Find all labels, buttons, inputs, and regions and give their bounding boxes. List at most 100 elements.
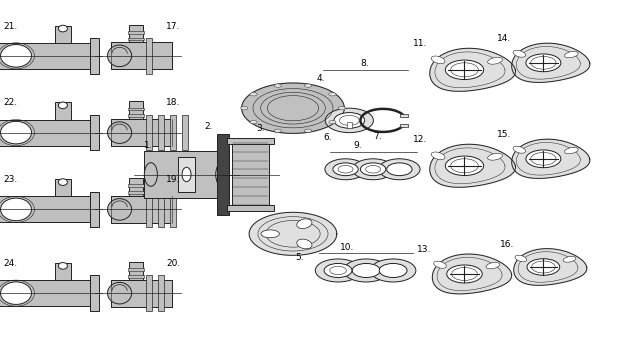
Ellipse shape [297, 219, 312, 229]
Ellipse shape [445, 156, 484, 176]
Ellipse shape [58, 262, 68, 269]
Text: 10.: 10. [341, 243, 354, 252]
Ellipse shape [261, 230, 279, 238]
Text: 5.: 5. [295, 253, 304, 262]
Ellipse shape [108, 199, 131, 220]
Ellipse shape [108, 122, 131, 143]
Ellipse shape [526, 150, 561, 168]
Bar [111, 42, 172, 69]
Ellipse shape [324, 263, 352, 277]
Text: 6.: 6. [323, 133, 332, 142]
Bar [128, 114, 143, 117]
Ellipse shape [240, 106, 248, 110]
Ellipse shape [304, 84, 312, 87]
Bar [232, 138, 269, 211]
Ellipse shape [1, 121, 31, 144]
Text: 22.: 22. [3, 98, 18, 107]
Text: 11.: 11. [413, 39, 428, 48]
Ellipse shape [434, 261, 446, 268]
Ellipse shape [182, 167, 191, 182]
Ellipse shape [325, 159, 366, 180]
Bar [55, 26, 71, 43]
Bar [146, 38, 152, 74]
Text: 7.: 7. [373, 132, 381, 141]
Text: 14.: 14. [497, 34, 511, 43]
Bar [128, 31, 143, 34]
Ellipse shape [304, 129, 312, 133]
Text: 21.: 21. [3, 22, 18, 31]
Ellipse shape [445, 60, 484, 80]
Ellipse shape [563, 257, 576, 262]
Text: 13.: 13. [417, 245, 431, 254]
Ellipse shape [387, 163, 412, 176]
Ellipse shape [58, 25, 68, 32]
Ellipse shape [250, 120, 257, 124]
Ellipse shape [339, 116, 359, 125]
Ellipse shape [486, 262, 500, 269]
Polygon shape [430, 144, 515, 187]
Bar [90, 192, 100, 227]
Ellipse shape [1, 198, 31, 221]
Ellipse shape [274, 84, 282, 87]
Text: 24.: 24. [3, 259, 18, 268]
Bar [128, 38, 143, 40]
Bar [146, 275, 152, 311]
Bar [111, 280, 172, 307]
Bar [128, 185, 143, 187]
Ellipse shape [250, 92, 257, 96]
Ellipse shape [379, 263, 407, 277]
Ellipse shape [513, 146, 526, 153]
Ellipse shape [274, 129, 282, 133]
Ellipse shape [431, 152, 445, 159]
Text: 2.: 2. [204, 122, 213, 131]
Ellipse shape [329, 92, 336, 96]
Bar [227, 205, 274, 211]
Ellipse shape [334, 113, 364, 128]
Bar [130, 24, 143, 42]
Bar [128, 107, 143, 110]
Bar [158, 275, 164, 311]
Ellipse shape [329, 120, 336, 124]
Bar [227, 138, 274, 144]
Ellipse shape [330, 266, 346, 275]
Bar [130, 101, 143, 119]
Ellipse shape [488, 57, 503, 64]
Text: 1.: 1. [144, 141, 152, 150]
Text: 20.: 20. [166, 259, 180, 268]
Polygon shape [511, 43, 590, 82]
Polygon shape [514, 248, 587, 285]
Ellipse shape [352, 159, 394, 180]
Ellipse shape [379, 159, 420, 180]
Bar [128, 275, 143, 278]
Ellipse shape [108, 282, 131, 304]
Bar [0, 196, 90, 222]
Ellipse shape [565, 52, 578, 58]
Bar [158, 115, 164, 150]
Bar [0, 280, 90, 306]
Bar [90, 38, 100, 74]
Bar [182, 115, 188, 150]
Text: 19.: 19. [166, 175, 180, 184]
Ellipse shape [431, 56, 445, 64]
Ellipse shape [361, 163, 386, 176]
Text: 18.: 18. [166, 98, 180, 107]
Bar [130, 178, 143, 196]
Ellipse shape [371, 259, 416, 282]
Polygon shape [249, 212, 337, 255]
Ellipse shape [326, 108, 373, 133]
Bar [55, 179, 71, 196]
Bar [128, 191, 143, 194]
Ellipse shape [338, 106, 346, 110]
Bar [178, 157, 195, 192]
Bar [128, 268, 143, 271]
Ellipse shape [352, 263, 380, 277]
Text: 23.: 23. [3, 175, 18, 184]
Bar [90, 275, 100, 311]
Ellipse shape [145, 163, 157, 186]
Text: 16.: 16. [500, 240, 514, 249]
Bar [144, 151, 229, 198]
Bar [146, 115, 152, 150]
Text: 8.: 8. [360, 59, 369, 68]
Ellipse shape [565, 148, 578, 154]
Text: 15.: 15. [497, 130, 511, 139]
